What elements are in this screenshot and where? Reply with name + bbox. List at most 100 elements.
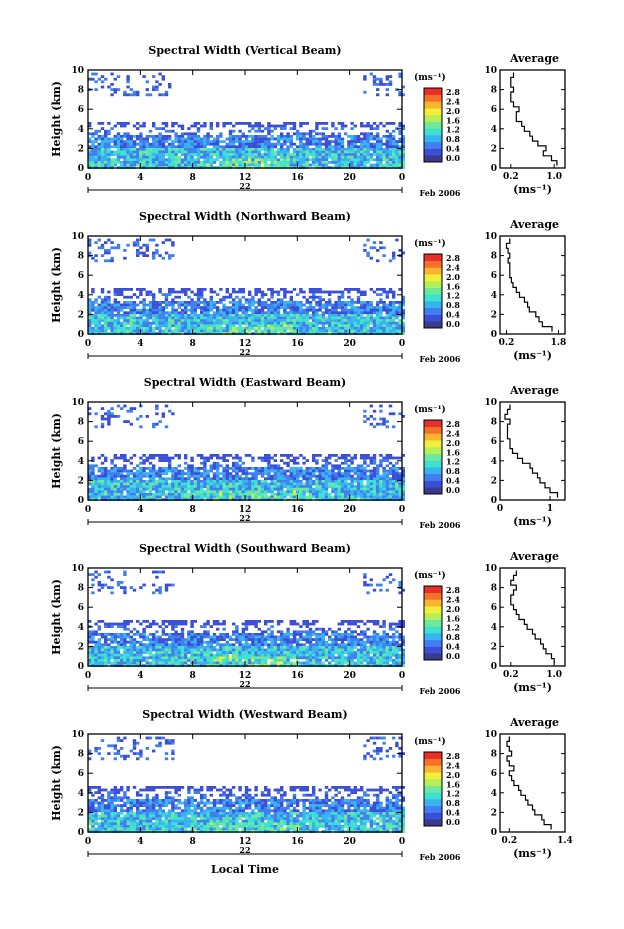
colorbar-frame <box>423 87 443 163</box>
average-frame <box>499 69 566 169</box>
average-x-tick-label: 0.2 <box>499 338 515 348</box>
average-y-tick-label: 4 <box>491 457 497 467</box>
colorbar-swatch <box>424 135 442 143</box>
average-x-tick-label: 1.4 <box>557 836 573 846</box>
month-label: Feb 2006 <box>420 354 461 364</box>
colorbar-tick-label: 2.8 <box>446 751 460 761</box>
x-tick-label: 0 <box>85 671 91 681</box>
x-tick-label: 0 <box>85 339 91 349</box>
average-y-tick-label: 8 <box>491 86 497 96</box>
average-y-tick-label: 0 <box>491 662 497 672</box>
x-tick-label: 16 <box>291 671 304 681</box>
colorbar-frame <box>423 253 443 329</box>
colorbar-tick-label: 2.8 <box>446 419 460 429</box>
colorbar-swatch <box>424 639 442 647</box>
colorbar-tick-label: 1.2 <box>446 789 460 799</box>
colorbar-swatch <box>424 792 442 800</box>
average-y-tick-label: 0 <box>491 330 497 340</box>
average-y-tick-label: 10 <box>484 398 497 408</box>
colorbar-swatch <box>424 772 442 780</box>
date-label: 22 <box>239 679 250 689</box>
date-label: 22 <box>239 845 250 855</box>
average-y-tick-label: 8 <box>491 750 497 760</box>
colorbar-swatch <box>424 487 442 495</box>
colorbar-tick-label: 2.4 <box>446 594 460 604</box>
colorbar-swatch <box>424 254 442 262</box>
average-x-tick-label: 1.0 <box>546 172 562 182</box>
average-unit: (ms⁻¹) <box>513 515 552 528</box>
colorbar-tick-label: 2.4 <box>446 262 460 272</box>
average-y-tick-label: 10 <box>484 564 497 574</box>
month-label: Feb 2006 <box>420 520 461 530</box>
average-frame <box>499 401 566 501</box>
x-tick-label: 20 <box>343 505 356 515</box>
y-tick-label: 4 <box>78 125 84 135</box>
colorbar-swatch <box>424 446 442 454</box>
y-tick-label: 8 <box>78 750 84 760</box>
colorbar-swatch <box>424 812 442 820</box>
colorbar-tick-label: 0.8 <box>446 134 460 144</box>
y-tick-label: 0 <box>78 662 84 672</box>
panel-title: Spectral Width (Southward Beam) <box>139 542 351 555</box>
y-tick-label: 10 <box>71 66 84 76</box>
average-profile-line <box>504 404 559 498</box>
date-label: 22 <box>239 181 250 191</box>
average-y-tick-label: 4 <box>491 291 497 301</box>
colorbar-swatch <box>424 778 442 786</box>
average-y-tick-label: 0 <box>491 164 497 174</box>
y-tick-label: 4 <box>78 291 84 301</box>
y-tick-label: 8 <box>78 418 84 428</box>
colorbar-tick-label: 0.4 <box>446 144 460 154</box>
panel-1: Spectral Width (Vertical Beam) 0 2 4 6 8 10 Hei… <box>50 44 566 198</box>
average-y-tick-label: 2 <box>491 144 497 154</box>
y-tick-label: 2 <box>78 476 84 486</box>
y-tick-label: 6 <box>78 437 84 447</box>
y-axis-label: Height (km) <box>50 413 63 489</box>
colorbar-swatch <box>424 426 442 434</box>
panel-title: Spectral Width (Eastward Beam) <box>144 376 346 389</box>
colorbar-tick-label: 0.4 <box>446 476 460 486</box>
average-title: Average <box>509 716 559 729</box>
x-tick-label: 4 <box>137 173 143 183</box>
x-tick-label: 8 <box>190 339 196 349</box>
month-label: Feb 2006 <box>420 686 461 696</box>
y-tick-label: 8 <box>78 86 84 96</box>
average-y-tick-label: 10 <box>484 232 497 242</box>
colorbar-swatch <box>424 480 442 488</box>
colorbar-tick-label: 1.6 <box>446 779 460 789</box>
colorbar-tick-label: 1.6 <box>446 281 460 291</box>
average-x-tick-label: 0 <box>497 504 503 514</box>
x-tick-label: 0 <box>399 505 405 515</box>
colorbar-swatch <box>424 260 442 268</box>
average-y-tick-label: 6 <box>491 271 497 281</box>
date-label: 22 <box>239 347 250 357</box>
colorbar-tick-label: 2.4 <box>446 760 460 770</box>
heatmap-cells <box>88 736 405 833</box>
average-y-tick-label: 8 <box>491 252 497 262</box>
average-y-tick-label: 0 <box>491 496 497 506</box>
average-unit: (ms⁻¹) <box>513 349 552 362</box>
colorbar-swatch <box>424 785 442 793</box>
colorbar-swatch <box>424 592 442 600</box>
x-tick-label: 20 <box>343 339 356 349</box>
y-tick-label: 6 <box>78 105 84 115</box>
colorbar-swatch <box>424 287 442 295</box>
average-x-tick-label: 1 <box>547 504 553 514</box>
average-frame <box>499 235 566 335</box>
colorbar-swatch <box>424 626 442 634</box>
colorbar-swatch <box>424 301 442 309</box>
y-tick-label: 2 <box>78 642 84 652</box>
colorbar-swatch <box>424 321 442 329</box>
colorbar-tick-label: 1.6 <box>446 613 460 623</box>
x-tick-label: 4 <box>137 505 143 515</box>
average-title: Average <box>509 550 559 563</box>
x-tick-label: 0 <box>399 339 405 349</box>
average-x-tick-label: 0.2 <box>503 670 519 680</box>
average-y-tick-label: 4 <box>491 789 497 799</box>
x-tick-label: 8 <box>190 505 196 515</box>
average-frame <box>499 567 566 667</box>
x-tick-label: 12 <box>239 671 252 681</box>
average-y-tick-label: 8 <box>491 584 497 594</box>
average-frame <box>499 733 566 833</box>
y-axis-label: Height (km) <box>50 745 63 821</box>
